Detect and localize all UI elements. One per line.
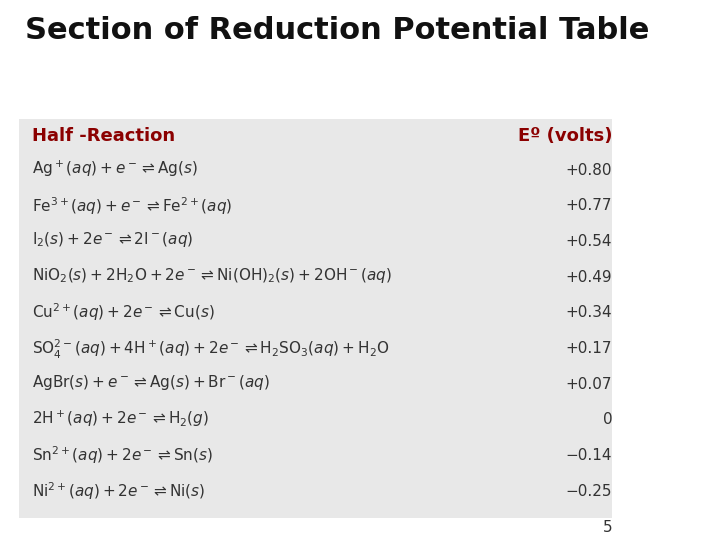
Text: $\mathregular{Fe^{3+}(}$$\it{aq}$$\mathregular{) + }$$\it{e}$$\mathregular{^- \r: $\mathregular{Fe^{3+}(}$$\it{aq}$$\mathr…: [32, 195, 232, 217]
Text: 0: 0: [603, 412, 613, 427]
Text: Eº (volts): Eº (volts): [518, 127, 613, 145]
Text: $\mathregular{Ag^+(}$$\it{aq}$$\mathregular{) + }$$\it{e}$$\mathregular{^- \righ: $\mathregular{Ag^+(}$$\it{aq}$$\mathregu…: [32, 159, 197, 179]
Text: $\mathregular{I_2(}$$\it{s}$$\mathregular{) + 2}$$\it{e}$$\mathregular{^- \right: $\mathregular{I_2(}$$\it{s}$$\mathregula…: [32, 231, 193, 249]
Text: $\mathregular{Cu^{2+}(}$$\it{aq}$$\mathregular{) + 2}$$\it{e}$$\mathregular{^- \: $\mathregular{Cu^{2+}(}$$\it{aq}$$\mathr…: [32, 302, 215, 323]
Text: −0.25: −0.25: [566, 483, 613, 498]
Text: +0.34: +0.34: [566, 305, 613, 320]
Text: +0.80: +0.80: [566, 163, 613, 178]
Text: +0.77: +0.77: [566, 198, 613, 213]
Text: $\mathregular{2H^+(}$$\it{aq}$$\mathregular{) + 2}$$\it{e}$$\mathregular{^- \rig: $\mathregular{2H^+(}$$\it{aq}$$\mathregu…: [32, 409, 209, 429]
Text: $\mathregular{Sn^{2+}(}$$\it{aq}$$\mathregular{) + 2}$$\it{e}$$\mathregular{^- \: $\mathregular{Sn^{2+}(}$$\it{aq}$$\mathr…: [32, 444, 212, 466]
Text: $\mathregular{AgBr(}$$\it{s}$$\mathregular{) + }$$\it{e}$$\mathregular{^- \right: $\mathregular{AgBr(}$$\it{s}$$\mathregul…: [32, 373, 269, 392]
Text: +0.07: +0.07: [566, 376, 613, 392]
FancyBboxPatch shape: [19, 119, 613, 518]
Text: $\mathregular{SO_4^{2-}(}$$\it{aq}$$\mathregular{) + 4H^+(}$$\it{aq}$$\mathregul: $\mathregular{SO_4^{2-}(}$$\it{aq}$$\mat…: [32, 338, 389, 361]
Text: +0.17: +0.17: [566, 341, 613, 356]
Text: $\mathregular{NiO_2(}$$\it{s}$$\mathregular{) + 2H_2O + 2}$$\it{e}$$\mathregular: $\mathregular{NiO_2(}$$\it{s}$$\mathregu…: [32, 266, 392, 285]
Text: −0.14: −0.14: [566, 448, 613, 463]
Text: $\mathregular{Ni^{2+}(}$$\it{aq}$$\mathregular{) + 2}$$\it{e}$$\mathregular{^- \: $\mathregular{Ni^{2+}(}$$\it{aq}$$\mathr…: [32, 480, 205, 502]
Text: +0.54: +0.54: [566, 234, 613, 249]
Text: +0.49: +0.49: [566, 269, 613, 285]
Text: 5: 5: [603, 519, 613, 535]
Text: Section of Reduction Potential Table: Section of Reduction Potential Table: [25, 16, 649, 45]
Text: Half -Reaction: Half -Reaction: [32, 127, 175, 145]
